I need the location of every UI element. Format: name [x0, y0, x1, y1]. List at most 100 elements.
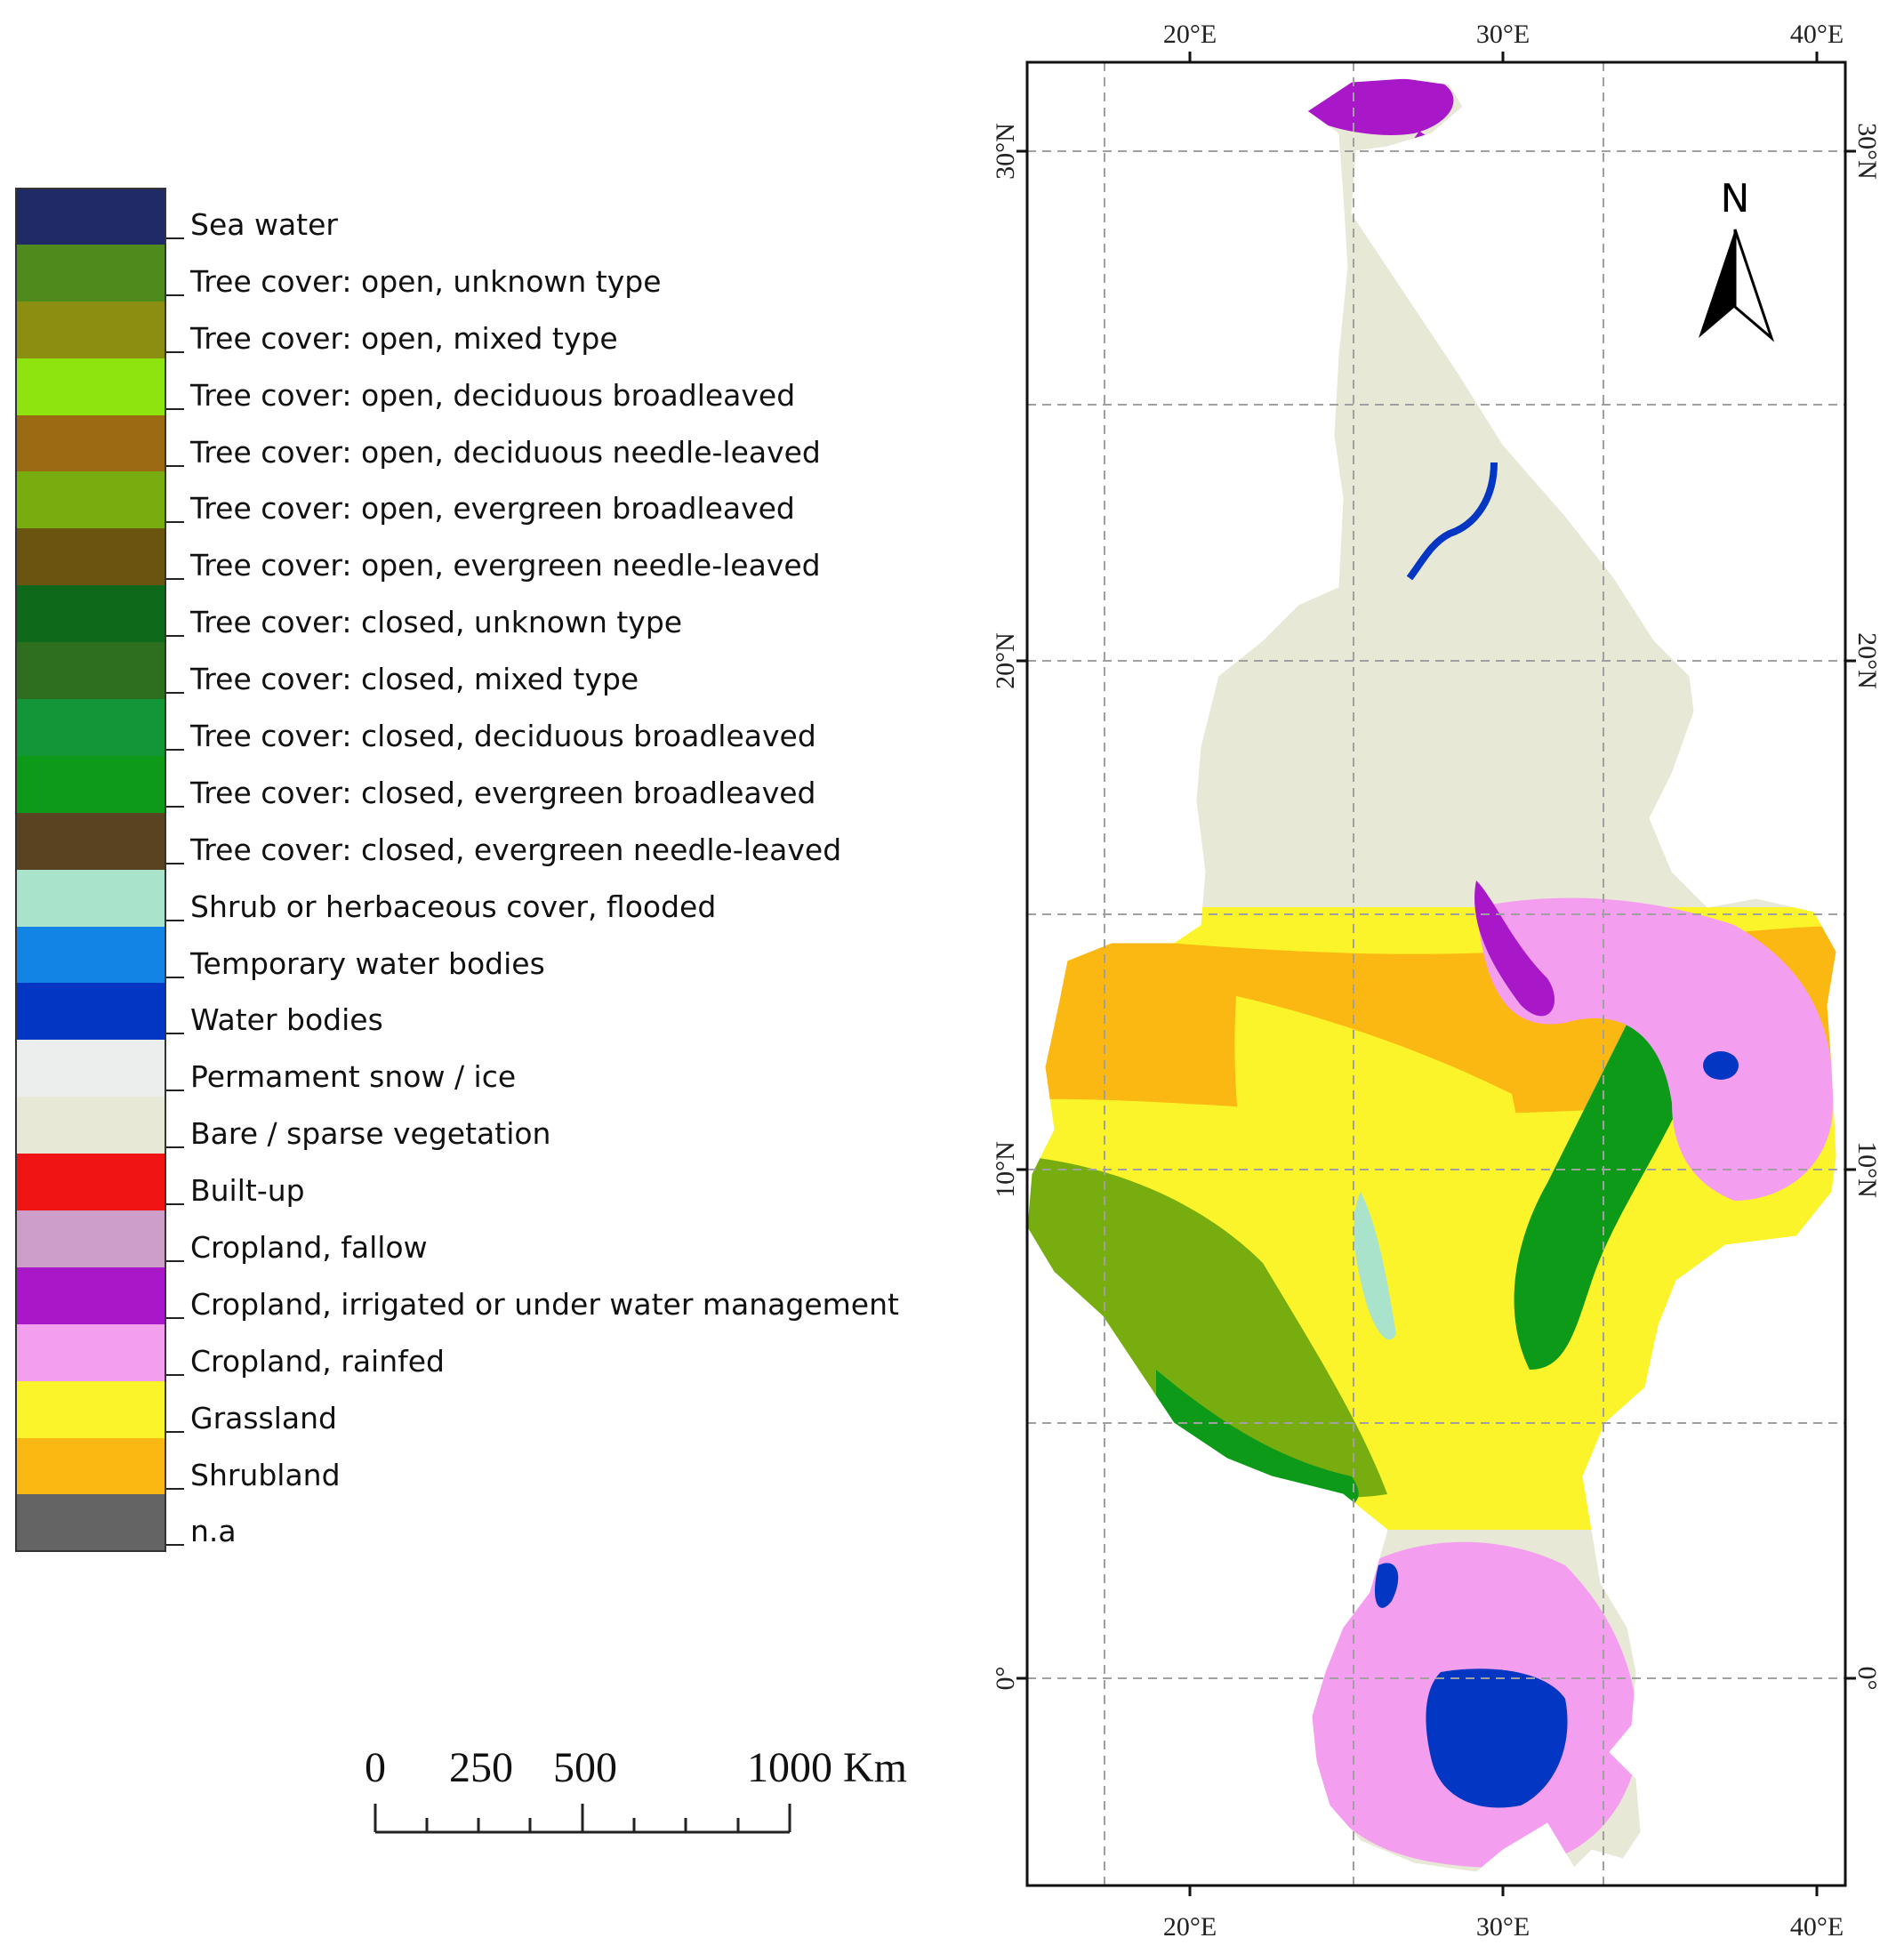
legend-tick — [166, 919, 184, 921]
legend-tick — [166, 692, 184, 695]
legend-tick — [166, 1203, 184, 1206]
legend-swatch — [15, 414, 166, 472]
legend-label: Tree cover: open, mixed type — [190, 320, 618, 356]
legend-tick — [166, 862, 184, 864]
legend-tick — [166, 1544, 184, 1547]
legend-swatch — [15, 1154, 166, 1211]
legend-swatch — [15, 471, 166, 529]
irrigated-gezira-region — [1474, 881, 1555, 1017]
legend-label: Tree cover: open, unknown type — [190, 263, 662, 299]
graticule — [1027, 62, 1845, 1886]
left-lat-label-10n: 10°N — [991, 1141, 1020, 1198]
bottom-lon-label-40e: 40°E — [1790, 1912, 1844, 1942]
legend-swatch — [15, 1040, 166, 1098]
legend-label: Shrub or herbaceous cover, flooded — [190, 889, 717, 924]
lake-victoria — [1426, 1669, 1568, 1808]
legend-label: Tree cover: open, evergreen broadleaved — [190, 491, 795, 527]
north-arrow-label: N — [1721, 176, 1750, 221]
closed-forest-west-region — [1156, 1370, 1359, 1512]
legend-label: Shrubland — [190, 1457, 341, 1492]
legend-swatch — [15, 358, 166, 415]
legend-label: Built-up — [190, 1173, 305, 1209]
legend-swatch — [15, 301, 166, 358]
legend-tick — [166, 1487, 184, 1490]
top-lon-label-20e: 20°E — [1163, 20, 1217, 49]
legend-label: Tree cover: open, deciduous broadleaved — [190, 377, 796, 413]
legend-tick — [166, 1090, 184, 1092]
scale-label-0: 0 — [365, 1744, 386, 1791]
legend-swatch — [15, 983, 166, 1041]
legend-tick — [166, 635, 184, 638]
legend-swatch — [15, 755, 166, 813]
legend-label: n.a — [190, 1514, 237, 1549]
legend-swatch — [15, 1380, 166, 1438]
legend-label: Tree cover: closed, deciduous broadleave… — [190, 719, 816, 754]
bottom-lon-label-30e: 30°E — [1476, 1912, 1530, 1942]
scale-label-500: 500 — [553, 1744, 617, 1791]
open-forest-west-region — [1027, 1156, 1387, 1498]
legend-tick — [166, 521, 184, 524]
legend-tick — [166, 1373, 184, 1376]
scale-label-250: 250 — [449, 1744, 513, 1791]
lake-tana — [1703, 1051, 1739, 1080]
right-lat-label-10n: 10°N — [1852, 1141, 1882, 1198]
legend-swatch — [15, 1097, 166, 1154]
legend-swatch — [15, 1323, 166, 1381]
legend-tick — [166, 1430, 184, 1433]
legend-swatch — [15, 188, 166, 245]
top-lon-label-40e: 40°E — [1790, 20, 1844, 49]
irrigated-delta-region — [1305, 78, 1454, 135]
legend-tick — [166, 976, 184, 978]
legend-tick — [166, 237, 184, 239]
legend-swatch — [15, 699, 166, 756]
bottom-lon-label-20e: 20°E — [1163, 1912, 1217, 1942]
frame-ticks — [1016, 52, 1856, 1896]
north-arrow-icon: N — [1699, 176, 1775, 342]
legend-label: Water bodies — [190, 1002, 383, 1038]
legend-label: Cropland, irrigated or under water manag… — [190, 1286, 899, 1322]
legend-label: Cropland, rainfed — [190, 1343, 445, 1379]
legend-label: Tree cover: open, evergreen needle-leave… — [190, 548, 821, 583]
legend-tick — [166, 294, 184, 296]
legend-swatch — [15, 1494, 166, 1552]
legend-swatch — [15, 585, 166, 643]
left-lat-label-30n: 30°N — [991, 123, 1020, 180]
legend-swatch — [15, 926, 166, 984]
legend-label: Bare / sparse vegetation — [190, 1116, 551, 1152]
left-lat-label-0: 0° — [991, 1667, 1020, 1691]
flooded-vegetation-region — [1354, 1192, 1396, 1340]
legend-swatch — [15, 812, 166, 870]
legend-tick — [166, 350, 184, 353]
legend-tick — [166, 1260, 184, 1263]
right-lat-label-0: 0° — [1852, 1667, 1882, 1691]
legend-label: Tree cover: closed, evergreen broadleave… — [190, 775, 816, 810]
legend-tick — [166, 805, 184, 808]
legend-label: Sea water — [190, 207, 338, 242]
legend-tick — [166, 749, 184, 752]
legend-swatch — [15, 1210, 166, 1267]
legend-swatch — [15, 1437, 166, 1495]
map-frame — [1025, 60, 1847, 1887]
scale-label-1000-km: 1000 Km — [747, 1744, 907, 1791]
legend-tick — [166, 407, 184, 410]
lake-albert — [1374, 1563, 1399, 1608]
legend-swatch — [15, 869, 166, 927]
scale-bar-ruler — [374, 1804, 791, 1834]
legend-label: Permament snow / ice — [190, 1059, 517, 1095]
right-lat-label-30n: 30°N — [1852, 123, 1882, 180]
legend-label: Tree cover: closed, mixed type — [190, 662, 639, 697]
legend-label: Tree cover: open, deciduous needle-leave… — [190, 434, 821, 470]
left-lat-label-20n: 20°N — [991, 632, 1020, 689]
legend-tick — [166, 1316, 184, 1319]
legend-swatch — [15, 244, 166, 302]
legend-swatch — [15, 642, 166, 700]
legend-swatch — [15, 1267, 166, 1324]
top-lon-label-30e: 30°E — [1476, 20, 1530, 49]
rainfed-cropland-ne-region — [1476, 897, 1834, 1201]
legend-label: Temporary water bodies — [190, 945, 545, 981]
grassland-center-region — [1234, 996, 1522, 1423]
legend-label: Tree cover: closed, unknown type — [190, 605, 683, 640]
legend-label: Cropland, fallow — [190, 1230, 428, 1266]
land-cover-layer — [1027, 78, 1836, 1872]
right-lat-label-20n: 20°N — [1852, 632, 1882, 689]
